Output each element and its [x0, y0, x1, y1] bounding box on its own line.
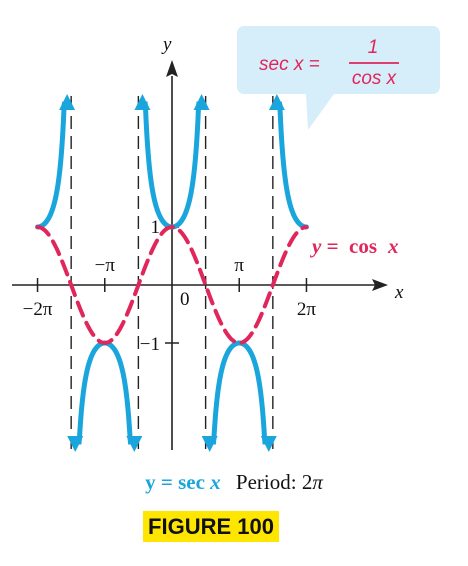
sec-arrowhead: [193, 94, 210, 110]
figure-caption: y = sec x Period: 2π: [0, 470, 468, 495]
sec-branch: [72, 340, 138, 445]
y-tick-label: −1: [140, 334, 160, 355]
curves: [35, 94, 309, 452]
x-axis-arrow: [372, 279, 388, 291]
sec-branch: [206, 340, 272, 445]
sec-arrowhead: [268, 94, 285, 110]
callout-bubble: [237, 26, 440, 130]
cos-curve-label: y = cos x: [309, 234, 399, 258]
y-tick-label: 1: [151, 217, 161, 238]
cos-curve: [35, 224, 309, 346]
cos-label-yeq: y =: [309, 234, 339, 258]
sec-arrowhead: [59, 94, 76, 110]
graph-area: −2π −π 0 π 2π 1 −1 sec x = 1 cos x y = cos x x…: [12, 26, 440, 452]
x-tick-label: −2π: [23, 299, 53, 320]
period-label: Period: 2π: [235, 470, 323, 494]
sec-arrowhead: [260, 436, 277, 452]
x-tick-label: −π: [95, 255, 116, 276]
x-tick-label: 2π: [297, 299, 317, 320]
cos-label-fn: cos: [349, 234, 377, 258]
cos-label-var: x: [387, 234, 399, 258]
callout-lhs: sec x =: [259, 54, 320, 75]
sec-arrowhead: [67, 436, 84, 452]
y-axis-label: y: [161, 34, 172, 55]
x-tick-label: 0: [180, 289, 190, 310]
sec-branch: [274, 101, 309, 230]
figure-number-label: FIGURE 100: [143, 511, 279, 542]
sec-arrowhead: [134, 94, 151, 110]
sec-branch: [35, 101, 70, 230]
sec-curve-label: y = sec x: [145, 470, 221, 494]
definition-callout: sec x = 1 cos x: [237, 26, 440, 130]
callout-denominator: cos x: [352, 68, 398, 89]
callout-numerator: 1: [368, 37, 379, 58]
x-tick-label: π: [234, 255, 244, 276]
x-axis-label: x: [394, 282, 404, 303]
tick-labels: −2π −π 0 π 2π 1 −1: [23, 217, 317, 355]
sec-arrowhead: [201, 436, 218, 452]
sec-arrowhead: [126, 436, 143, 452]
y-axis-arrow: [166, 60, 178, 77]
